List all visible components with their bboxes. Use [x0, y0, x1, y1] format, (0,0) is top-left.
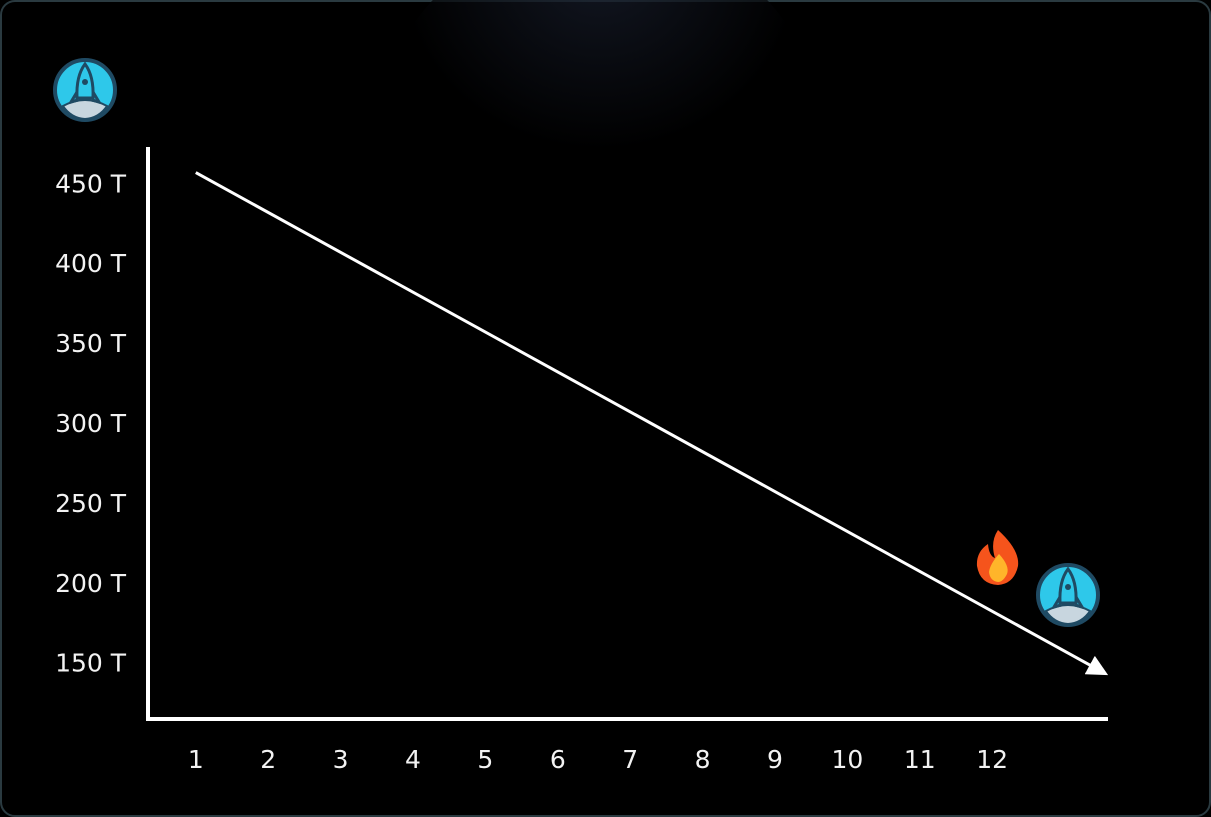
x-tick-label: 9 — [767, 745, 783, 774]
x-tick-label: 3 — [333, 745, 349, 774]
rocket-icon — [53, 58, 117, 122]
y-tick-label: 250 T — [55, 489, 127, 518]
y-tick-label: 400 T — [55, 249, 127, 278]
y-tick-label: 150 T — [55, 649, 127, 678]
x-tick-label: 4 — [405, 745, 421, 774]
x-tick-label: 2 — [260, 745, 276, 774]
y-tick-label: 450 T — [55, 169, 127, 198]
x-tick-label: 11 — [904, 745, 936, 774]
rocket-icon — [1036, 563, 1100, 627]
y-tick-label: 300 T — [55, 409, 127, 438]
x-tick-label: 12 — [976, 745, 1008, 774]
x-tick-label: 5 — [477, 745, 493, 774]
x-tick-label: 6 — [550, 745, 566, 774]
fire-icon — [976, 530, 1019, 585]
x-tick-label: 8 — [695, 745, 711, 774]
trend-line — [195, 171, 1109, 676]
y-tick-label: 350 T — [55, 329, 127, 358]
background-texture — [380, 0, 820, 330]
x-tick-label: 10 — [831, 745, 863, 774]
x-tick-label: 7 — [622, 745, 638, 774]
x-tick-label: 1 — [188, 745, 204, 774]
y-tick-label: 200 T — [55, 569, 127, 598]
